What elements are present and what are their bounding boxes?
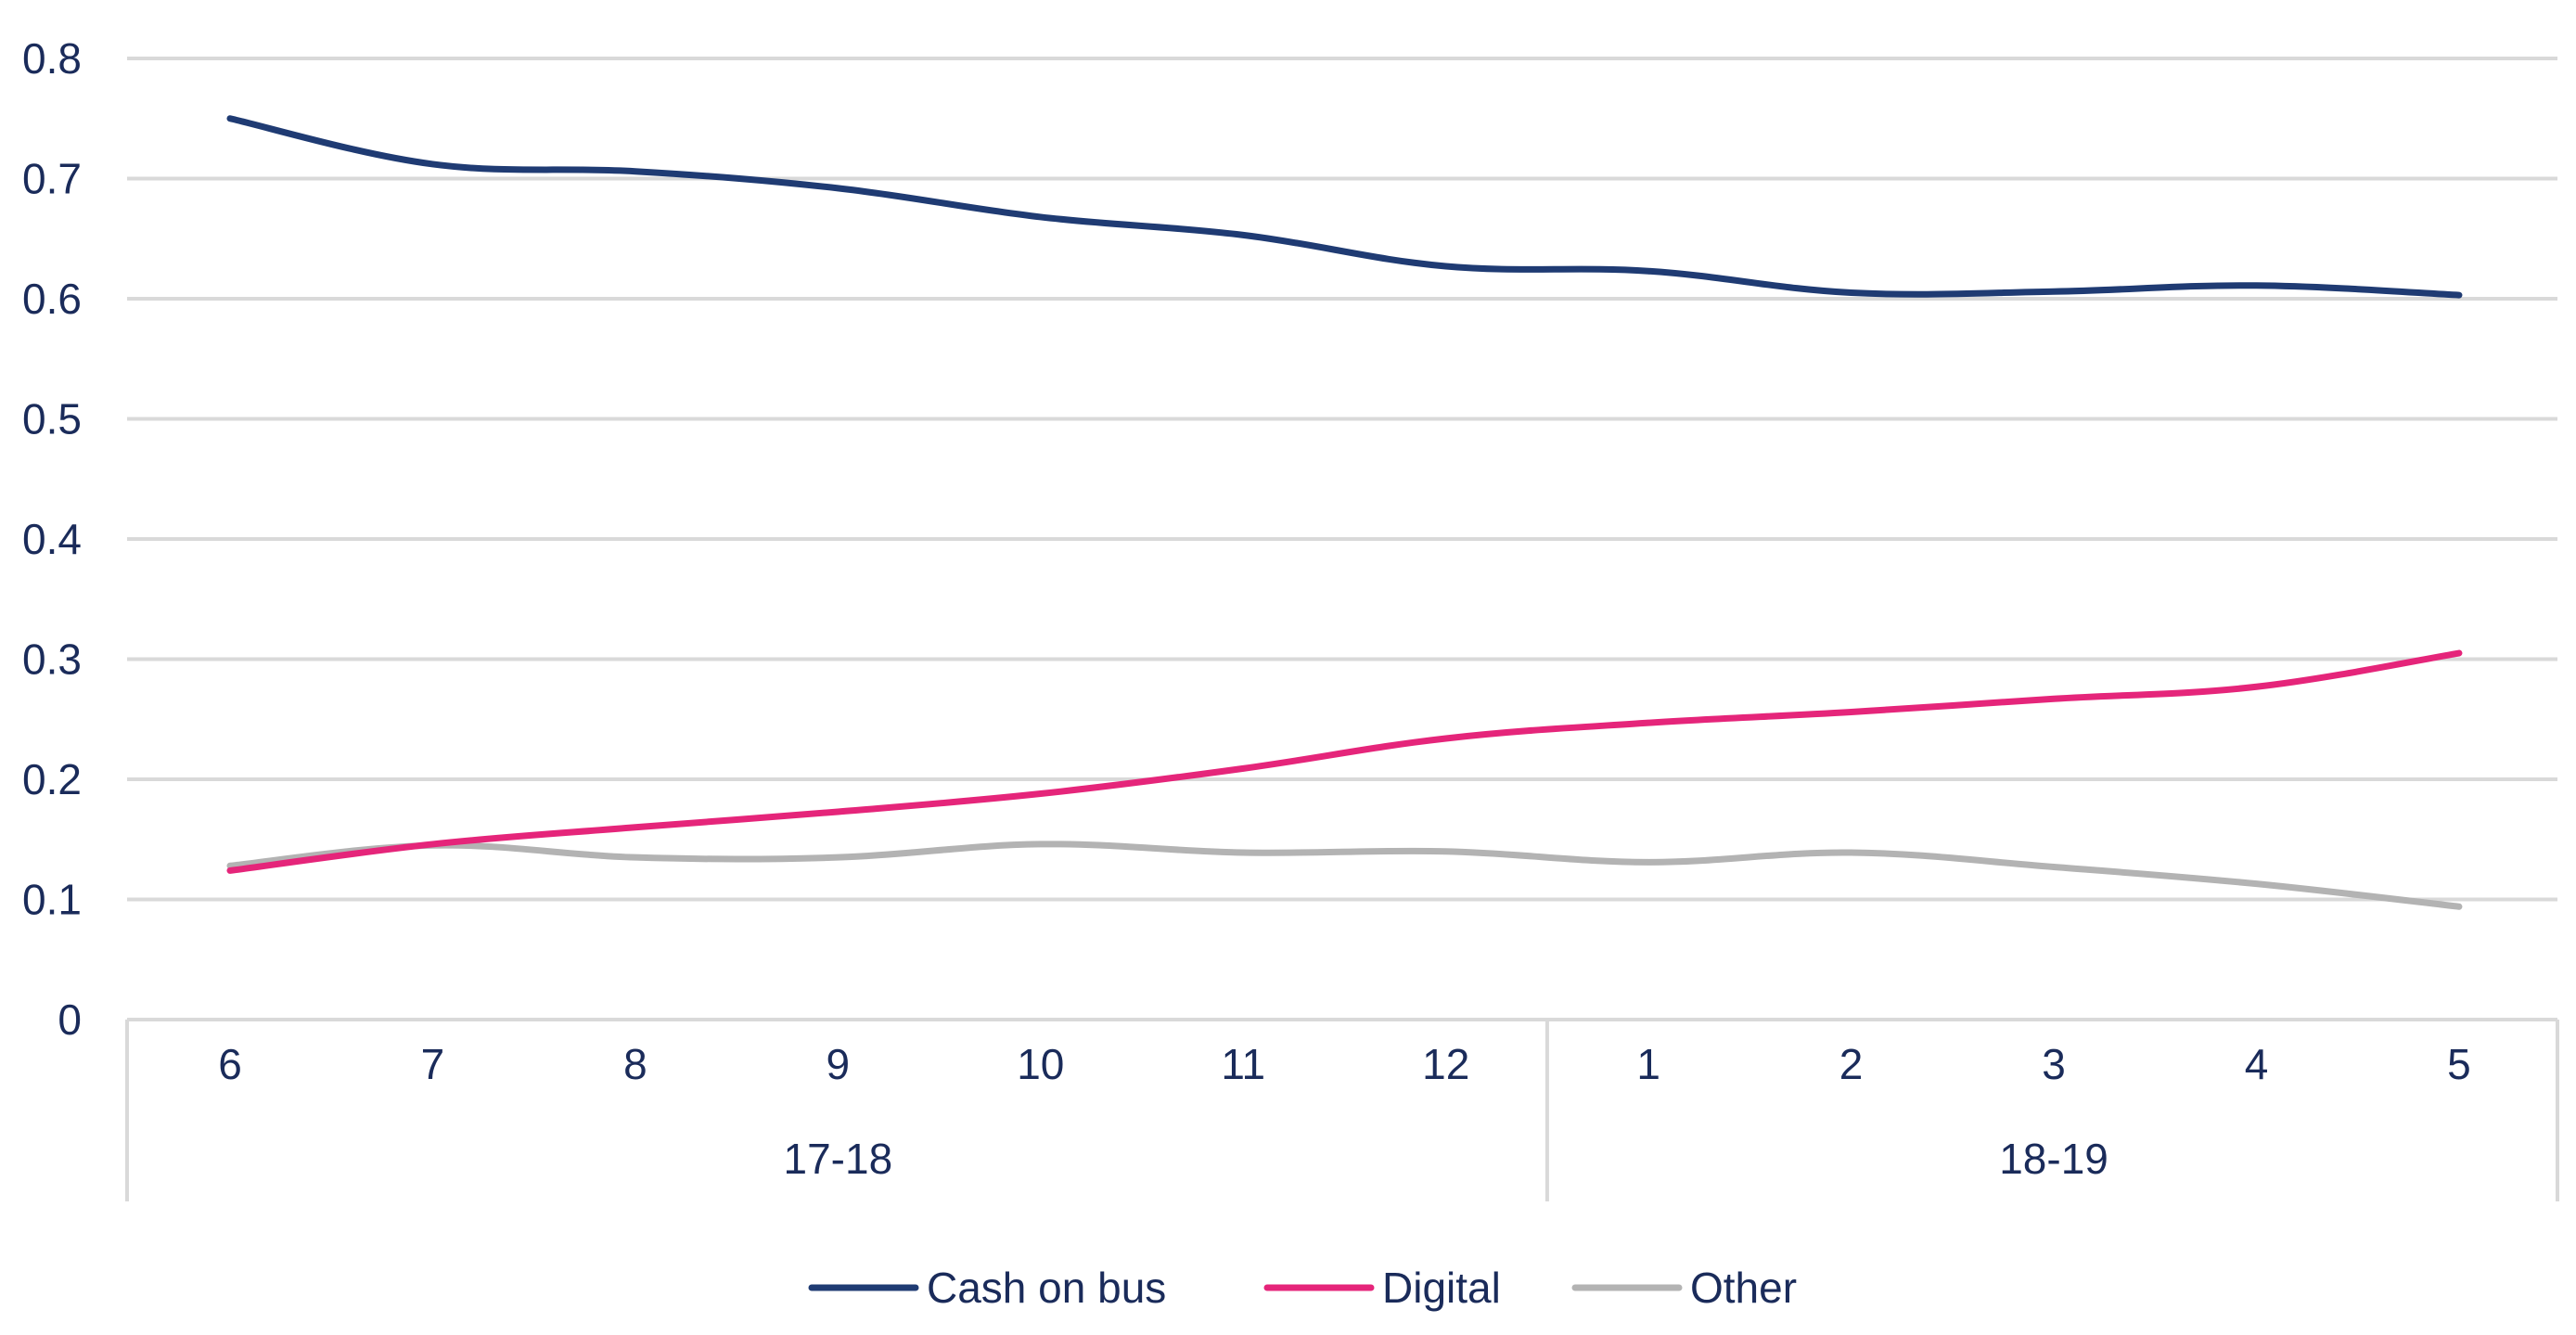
y-tick-label: 0.5 — [22, 395, 82, 443]
series-line-other — [226, 841, 2463, 910]
x-tick-label: 7 — [421, 1040, 445, 1088]
x-tick-label: 5 — [2447, 1040, 2471, 1088]
y-tick-label: 0.3 — [22, 635, 82, 684]
y-tick-label: 0.2 — [22, 755, 82, 803]
x-tick-label: 1 — [1636, 1040, 1660, 1088]
x-tick-label: 8 — [623, 1040, 647, 1088]
series-line-cash-on-bus — [226, 115, 2463, 299]
y-tick-label: 0.8 — [22, 34, 82, 83]
x-tick-label: 11 — [1221, 1040, 1265, 1088]
x-tick-label: 6 — [218, 1040, 242, 1088]
x-tick-label: 9 — [827, 1040, 851, 1088]
x-tick-label: 2 — [1839, 1040, 1864, 1088]
y-tick-label: 0.1 — [22, 876, 82, 924]
legend: Cash on bus Digital Other — [808, 1264, 1797, 1312]
x-group-label: 18-19 — [1999, 1135, 2108, 1183]
x-axis: 6 7 8 9 10 11 12 1 2 3 4 517-18 18-19 — [125, 1020, 2559, 1201]
y-tick-label: 0.7 — [22, 155, 82, 203]
y-axis-tick-labels: 0 0.1 0.2 0.3 0.4 0.5 0.6 0.7 0.8 — [22, 34, 82, 1044]
y-tick-label: 0 — [58, 995, 82, 1044]
series-line-digital — [226, 649, 2463, 874]
y-tick-label: 0.6 — [22, 275, 82, 323]
gridlines — [127, 57, 2557, 1021]
x-group-label: 17-18 — [784, 1135, 893, 1183]
legend-label: Other — [1690, 1264, 1797, 1312]
x-tick-label: 12 — [1422, 1040, 1469, 1088]
y-tick-label: 0.4 — [22, 515, 82, 563]
legend-label: Digital — [1382, 1264, 1501, 1312]
x-tick-label: 4 — [2245, 1040, 2269, 1088]
legend-label: Cash on bus — [927, 1264, 1166, 1312]
x-tick-label: 10 — [1017, 1040, 1064, 1088]
series-lines — [226, 115, 2463, 910]
x-tick-label: 3 — [2042, 1040, 2066, 1088]
